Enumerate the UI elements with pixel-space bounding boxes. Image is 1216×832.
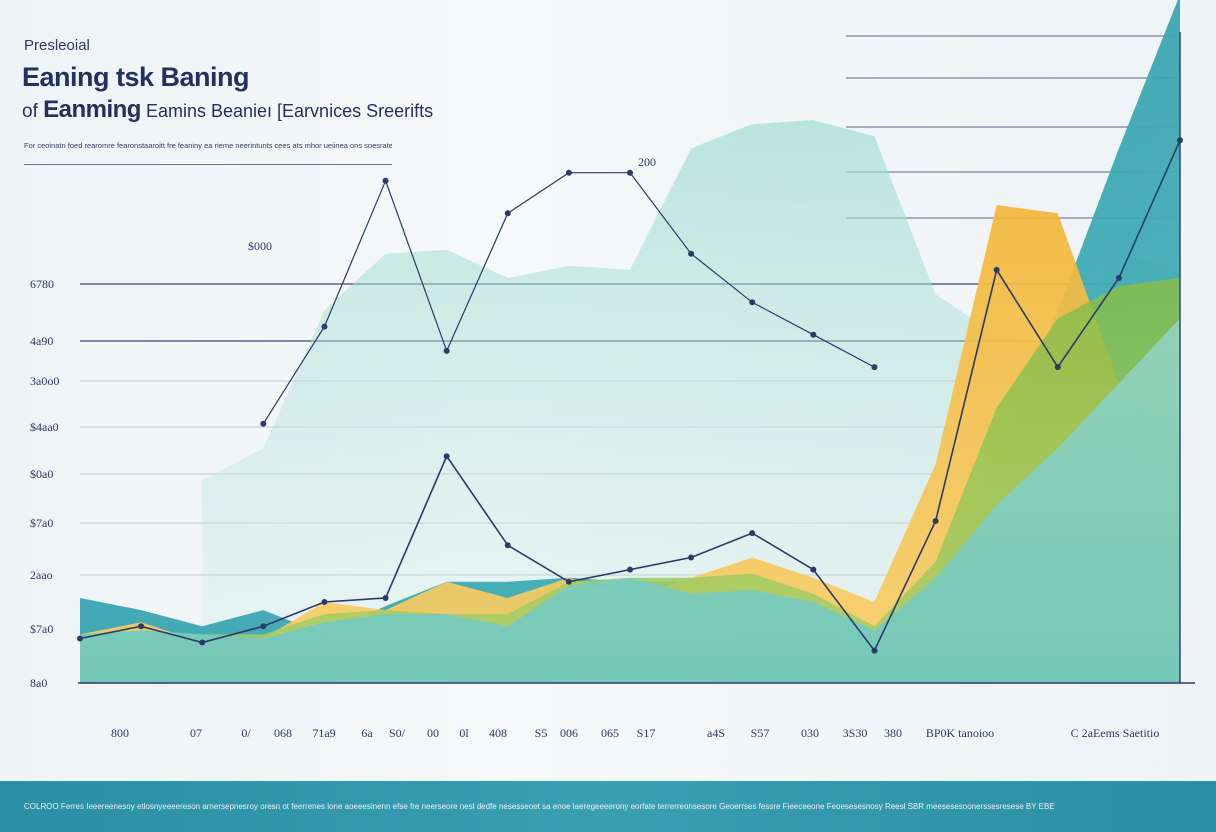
line-series-1-point (871, 647, 878, 654)
line-series-1-point (443, 453, 450, 460)
y-tick-label: 6780 (30, 277, 54, 291)
chart-subtitle-rest: Eamins Beanieı [Earvnices Sreerifts (140, 101, 434, 121)
y-tick-label: $7a0 (30, 622, 53, 636)
chart-subtitle-lead: of (22, 101, 44, 122)
x-tick-label: S57 (751, 726, 770, 740)
x-tick-label: 065 (601, 726, 619, 740)
x-tick-label: S17 (637, 726, 656, 740)
line-series-2-point (504, 210, 511, 217)
x-tick-label: 00 (427, 726, 439, 740)
annotation-label: $000 (248, 239, 272, 253)
line-series-1-point (260, 623, 267, 630)
x-tick-label: 408 (489, 726, 507, 740)
line-series-1-point (504, 542, 511, 549)
chart-description: For ceoinatn foed rearomre fearonstaaroi… (24, 141, 392, 150)
y-tick-label: 4a90 (30, 334, 53, 348)
line-series-1-point (627, 566, 633, 573)
x-tick-label: a4S (707, 726, 725, 740)
line-series-1-point (77, 635, 83, 642)
x-tick-label: 71a9 (312, 726, 335, 740)
chart-title: Eaning tsk Baning (22, 62, 250, 92)
chart-kicker: Presleoial (24, 37, 90, 54)
chart-subtitle-bold: Eanming (43, 96, 141, 123)
y-tick-label: $4aa0 (30, 420, 59, 434)
line-series-1-point (810, 566, 817, 573)
x-tick-label: BP0K tanoioo (926, 726, 994, 740)
line-series-2-point (627, 169, 633, 176)
x-tick-label: S5 (535, 726, 548, 740)
x-tick-label: 6a (361, 726, 373, 740)
area-mint (80, 318, 1180, 683)
line-series-2-point (321, 323, 328, 330)
line-series-2-point (871, 364, 878, 371)
line-series-1-point (321, 599, 328, 605)
x-tick-label: 07 (190, 726, 202, 740)
y-tick-label: 2aao (30, 568, 53, 582)
line-series-2-point (260, 420, 267, 427)
line-series-2-point (810, 331, 817, 338)
line-series-1-point (993, 266, 1000, 273)
line-series-1-point (382, 594, 389, 601)
x-tick-label: 0/ (241, 726, 251, 740)
y-tick-label: $7a0 (30, 516, 53, 530)
line-series-1-point (688, 554, 695, 561)
description-divider (24, 164, 392, 165)
y-tick-label: $0a0 (30, 467, 53, 481)
plot-area: 8a0 $7a0 2aao $7a0 $0a0 $4aa0 3a0o0 4a90 6780 800… (30, 0, 1195, 740)
x-tick-label: 800 (111, 726, 129, 740)
footer-band: COLROO Ferres Ieeereenesoy etlosnyeeeere… (0, 781, 1216, 832)
x-tick-label: 3S30 (843, 726, 868, 740)
line-series-2-point (688, 250, 695, 257)
footer-text: COLROO Ferres Ieeereenesoy etlosnyeeeere… (24, 802, 1055, 811)
y-tick-label: 8a0 (30, 676, 47, 690)
line-series-1-point (138, 623, 145, 630)
area-yellow (80, 205, 1180, 683)
x-tick-label: 0l (459, 726, 469, 740)
line-series-2-point (749, 299, 756, 306)
annotation-label: 200 (638, 155, 656, 169)
x-tick-label: S0/ (389, 726, 406, 740)
chart-subtitle: of Eanming Eamins Beanieı [Earvnices Sre… (22, 96, 433, 124)
y-tick-label: 3a0o0 (30, 374, 59, 388)
line-series-1-point (565, 578, 572, 585)
line-series-2-point (565, 169, 572, 176)
x-tick-label: 380 (884, 726, 902, 740)
line-series-1-point (199, 639, 206, 646)
x-tick-label: 030 (801, 726, 819, 740)
line-series-1-point (1115, 275, 1122, 281)
x-tick-label: C 2aEems Saetitio (1071, 726, 1160, 740)
x-tick-label: 068 (274, 726, 292, 740)
line-series-2-point (443, 347, 450, 354)
line-series-2-point (382, 177, 389, 184)
x-tick-label: 006 (560, 726, 578, 740)
line-series-1-point (932, 518, 939, 524)
line-series-1-point (1054, 364, 1061, 371)
line-series-1-point (749, 530, 756, 537)
